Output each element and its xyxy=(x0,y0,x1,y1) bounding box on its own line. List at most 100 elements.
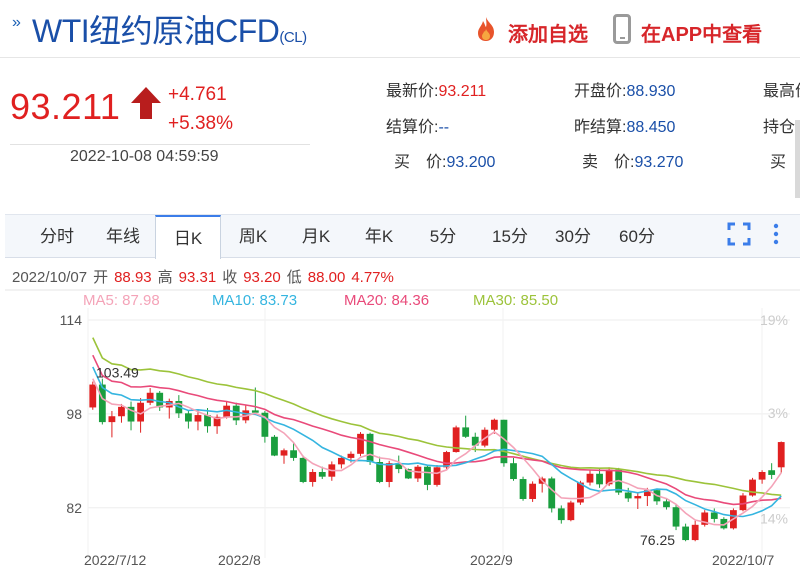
candle-body xyxy=(146,392,154,403)
candle-body xyxy=(510,463,517,480)
candle-body xyxy=(118,406,125,417)
info-date: 2022/10/07 xyxy=(12,269,87,286)
bid-volume-field: 买 量 xyxy=(770,148,800,172)
candle-body xyxy=(710,512,718,519)
tab-30min[interactable]: 30分 xyxy=(555,227,591,246)
candle-body xyxy=(424,466,431,485)
candle-body xyxy=(682,526,690,541)
candle-body xyxy=(433,467,441,485)
candle-body xyxy=(156,392,164,408)
tab-monthly-k[interactable]: 月K xyxy=(301,227,331,246)
grid xyxy=(5,289,800,558)
candle-body xyxy=(720,518,728,529)
candle-body xyxy=(366,433,374,463)
candle-body xyxy=(261,412,269,437)
tab-5min[interactable]: 5分 xyxy=(429,227,457,246)
price-change: +4.761 xyxy=(168,84,227,105)
field-label: 最高价 xyxy=(763,83,800,100)
open-price-field: 开盘价:88.930 xyxy=(574,77,675,101)
candle-body xyxy=(567,502,575,521)
tab-weekly-k[interactable]: 周K xyxy=(238,227,268,246)
field-label: 卖 价: xyxy=(582,154,635,171)
ma30-line xyxy=(92,337,782,496)
quote-divider xyxy=(10,144,310,145)
candle-body xyxy=(204,415,211,427)
more-vertical-icon[interactable] xyxy=(770,222,782,246)
candle-body xyxy=(223,405,231,417)
info-low-label: 低 xyxy=(287,269,302,286)
candle-body xyxy=(663,501,670,508)
candle-body xyxy=(318,471,326,477)
candle-body xyxy=(462,427,470,437)
fullscreen-icon[interactable] xyxy=(727,222,751,246)
candles[interactable] xyxy=(89,378,785,542)
candle-body xyxy=(98,384,106,423)
candle-body xyxy=(577,482,584,503)
field-label: 持仓 xyxy=(763,119,796,136)
panel-edge xyxy=(795,120,800,198)
y-tick-label: 114 xyxy=(60,312,83,328)
field-value: 88.450 xyxy=(626,119,676,136)
candle-body xyxy=(357,433,364,454)
field-label: 买 量 xyxy=(770,154,800,171)
candle-body xyxy=(337,457,345,465)
open-interest-field: 持仓 xyxy=(763,113,795,137)
prev-settle-field: 昨结算:88.450 xyxy=(574,113,675,137)
field-label: 昨结算: xyxy=(574,119,627,136)
candle-body xyxy=(271,436,278,456)
tab-year-line[interactable]: 年线 xyxy=(106,227,140,246)
breadcrumb-arrow[interactable]: » xyxy=(12,14,21,31)
info-high-value: 93.31 xyxy=(179,269,217,286)
tab-yearly-k[interactable]: 年K xyxy=(364,227,394,246)
flame-icon[interactable] xyxy=(472,15,500,43)
ma-legend-ma20: MA20: 84.36 xyxy=(344,292,429,309)
min-price-label: 76.25 xyxy=(640,532,675,548)
candle-body xyxy=(232,405,240,421)
bid-price-field: 买 价:93.200 xyxy=(394,148,495,172)
chart-info: 2022/10/07 开 88.93 高 93.31 收 93.20 低 88.00 4.77% M… xyxy=(12,269,675,548)
candle-body xyxy=(280,450,288,456)
candle-body xyxy=(749,479,756,496)
axis-labels: 114 98 82 19% 3% 14% 2022/7/12 2022/8 2022/9 2022… xyxy=(60,312,788,568)
tab-intraday[interactable]: 分时 xyxy=(40,227,74,246)
kline-chart[interactable]: 114 98 82 19% 3% 14% 2022/7/12 2022/8 2022/9 2022… xyxy=(0,258,800,571)
candle-body xyxy=(299,457,307,482)
candle-body xyxy=(605,469,613,485)
candle-body xyxy=(519,479,527,499)
candle-body xyxy=(127,406,135,422)
candle-body xyxy=(529,483,537,499)
ma-legend-ma10: MA10: 83.73 xyxy=(212,292,297,309)
field-value: 88.930 xyxy=(626,83,676,100)
candle-body xyxy=(500,419,508,464)
tab-15min[interactable]: 15分 xyxy=(492,227,528,246)
candle-body xyxy=(739,495,747,511)
candle-body xyxy=(89,384,97,408)
x-tick-label: 2022/10/7 xyxy=(712,552,774,568)
ma-legend-ma30: MA30: 85.50 xyxy=(473,292,558,309)
x-tick-label: 2022/7/12 xyxy=(84,552,146,568)
candle-body xyxy=(290,450,297,458)
candle-body xyxy=(347,453,355,458)
tab-daily-k[interactable]: 日K xyxy=(155,215,221,259)
phone-icon[interactable] xyxy=(613,14,631,44)
field-label: 开盘价: xyxy=(574,83,627,100)
info-close-value: 93.20 xyxy=(243,269,281,286)
view-in-app-button[interactable]: 在APP中查看 xyxy=(641,24,763,46)
info-high-label: 高 xyxy=(158,269,173,286)
ma20-line xyxy=(92,354,782,506)
candle-body xyxy=(213,416,221,427)
candle-body xyxy=(557,508,565,521)
candle-body xyxy=(184,413,192,422)
ma5-line xyxy=(92,378,782,526)
candle-body xyxy=(643,490,651,497)
candle-body xyxy=(376,462,384,482)
high-price-field: 最高价 xyxy=(763,77,800,101)
kline-chart-svg[interactable]: 114 98 82 19% 3% 14% 2022/7/12 2022/8 2022/9 2022… xyxy=(0,258,800,571)
tab-60min[interactable]: 60分 xyxy=(619,227,655,246)
y-tick-label: 98 xyxy=(66,406,82,422)
candle-body xyxy=(490,419,498,430)
ma10-line xyxy=(92,366,782,518)
candle-body xyxy=(672,507,680,527)
max-price-label: 103.49 xyxy=(96,365,139,381)
add-favorite-button[interactable]: 添加自选 xyxy=(508,24,588,46)
